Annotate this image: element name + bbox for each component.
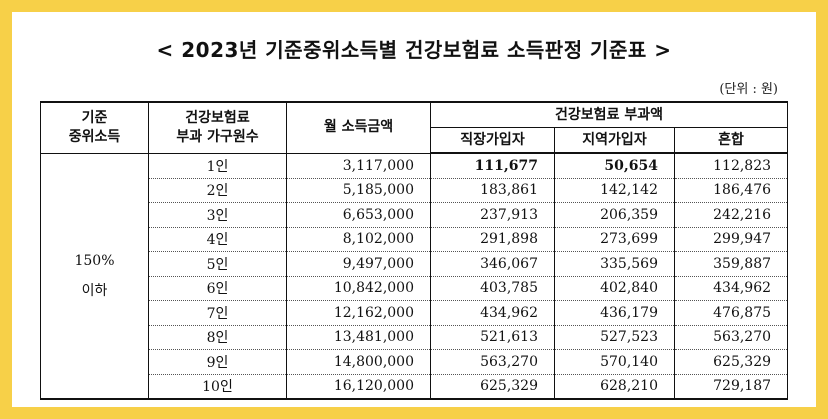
median-income-cell: 150% 이하 bbox=[40, 153, 149, 400]
income-cell-value: 12,162,000 bbox=[286, 300, 431, 326]
employee-cell: 625,329 bbox=[430, 374, 555, 400]
table-body: 150% 이하 1인 3,117,000 111,677 50,654 112,823 2인 5… bbox=[40, 153, 789, 400]
table-row: 10인 16,120,000 625,329 628,210 729,187 bbox=[41, 374, 789, 400]
mixed-cell: 729,187 bbox=[673, 374, 789, 400]
premium-group-header: 건강보험료 부과액 bbox=[429, 101, 789, 128]
median-income-value-line2: 이하 bbox=[81, 282, 108, 299]
regional-cell: 206,359 bbox=[554, 202, 675, 228]
median-income-header-line1: 기준 bbox=[81, 109, 108, 126]
employee-cell: 237,913 bbox=[430, 202, 555, 228]
median-income-header-line2: 중위소득 bbox=[68, 128, 121, 145]
median-income-value-line1: 150% bbox=[74, 252, 115, 269]
employee-cell: 111,677 bbox=[430, 153, 555, 179]
table-row: 6인 10,842,000 403,785 402,840 434,962 bbox=[41, 276, 789, 301]
household-header: 건강보험료 부과 가구원수 bbox=[148, 101, 287, 154]
regional-cell: 273,699 bbox=[554, 227, 675, 252]
members-cell: 4인 bbox=[148, 227, 287, 252]
income-cell-value: 13,481,000 bbox=[286, 325, 431, 350]
regional-cell: 628,210 bbox=[554, 374, 675, 400]
mixed-cell: 186,476 bbox=[673, 178, 789, 203]
mixed-cell: 359,887 bbox=[673, 251, 789, 277]
employee-cell: 291,898 bbox=[430, 227, 555, 252]
mixed-cell: 625,329 bbox=[673, 349, 789, 375]
income-cell-value: 14,800,000 bbox=[286, 349, 431, 375]
mixed-cell: 299,947 bbox=[673, 227, 789, 252]
table-row: 5인 9,497,000 346,067 335,569 359,887 bbox=[41, 251, 789, 277]
members-cell: 9인 bbox=[148, 349, 287, 375]
employee-cell: 521,613 bbox=[430, 325, 555, 350]
table-row: 3인 6,653,000 237,913 206,359 242,216 bbox=[41, 202, 789, 228]
employee-cell: 346,067 bbox=[430, 251, 555, 277]
regional-cell: 527,523 bbox=[554, 325, 675, 350]
mixed-cell: 476,875 bbox=[673, 300, 789, 326]
employee-cell: 563,270 bbox=[430, 349, 555, 375]
employee-cell: 403,785 bbox=[430, 276, 555, 301]
income-cell-value: 8,102,000 bbox=[286, 227, 431, 252]
members-cell: 7인 bbox=[148, 300, 287, 326]
household-header-line2: 부과 가구원수 bbox=[176, 128, 259, 145]
income-cell-value: 3,117,000 bbox=[286, 153, 431, 179]
table-row: 9인 14,800,000 563,270 570,140 625,329 bbox=[41, 349, 789, 375]
regional-cell: 402,840 bbox=[554, 276, 675, 301]
mixed-cell: 242,216 bbox=[673, 202, 789, 228]
members-cell: 3인 bbox=[148, 202, 287, 228]
income-standard-table: 기준 중위소득 건강보험료 부과 가구원수 월 소득금액 건강보험료 부과액 직… bbox=[40, 101, 789, 400]
members-cell: 6인 bbox=[148, 276, 287, 301]
mixed-header: 혼합 bbox=[673, 127, 789, 154]
table-row: 8인 13,481,000 521,613 527,523 563,270 bbox=[41, 325, 789, 350]
table-row: 2인 5,185,000 183,861 142,142 186,476 bbox=[41, 178, 789, 203]
employee-cell: 434,962 bbox=[430, 300, 555, 326]
members-cell: 2인 bbox=[148, 178, 287, 203]
income-cell-value: 6,653,000 bbox=[286, 202, 431, 228]
regional-cell: 50,654 bbox=[554, 153, 675, 179]
table-row: 4인 8,102,000 291,898 273,699 299,947 bbox=[41, 227, 789, 252]
income-cell-value: 16,120,000 bbox=[286, 374, 431, 400]
members-cell: 1인 bbox=[148, 153, 287, 179]
median-income-header: 기준 중위소득 bbox=[40, 101, 149, 154]
unit-label: (단위 : 원) bbox=[719, 82, 778, 97]
household-header-line1: 건강보험료 bbox=[185, 109, 250, 126]
employee-header: 직장가입자 bbox=[430, 127, 555, 154]
mixed-cell: 112,823 bbox=[673, 153, 789, 179]
table-row: 150% 이하 1인 3,117,000 111,677 50,654 112,823 bbox=[40, 153, 789, 400]
regional-cell: 335,569 bbox=[554, 251, 675, 277]
page-title: < 2023년 기준중위소득별 건강보험료 소득판정 기준표 > bbox=[156, 38, 672, 62]
income-cell-value: 10,842,000 bbox=[286, 276, 431, 301]
regional-cell: 142,142 bbox=[554, 178, 675, 203]
members-cell: 8인 bbox=[148, 325, 287, 350]
regional-cell: 436,179 bbox=[554, 300, 675, 326]
income-cell-value: 5,185,000 bbox=[286, 178, 431, 203]
regional-cell: 570,140 bbox=[554, 349, 675, 375]
members-cell: 10인 bbox=[148, 374, 287, 400]
table-row: 7인 12,162,000 434,962 436,179 476,875 bbox=[41, 300, 789, 326]
regional-header: 지역가입자 bbox=[554, 127, 675, 154]
employee-cell: 183,861 bbox=[430, 178, 555, 203]
document-card: < 2023년 기준중위소득별 건강보험료 소득판정 기준표 > (단위 : 원… bbox=[12, 12, 816, 407]
mixed-cell: 434,962 bbox=[673, 276, 789, 301]
monthly-income-header: 월 소득금액 bbox=[286, 101, 431, 154]
income-cell-value: 9,497,000 bbox=[286, 251, 431, 277]
members-cell: 5인 bbox=[148, 251, 287, 277]
mixed-cell: 563,270 bbox=[673, 325, 789, 350]
